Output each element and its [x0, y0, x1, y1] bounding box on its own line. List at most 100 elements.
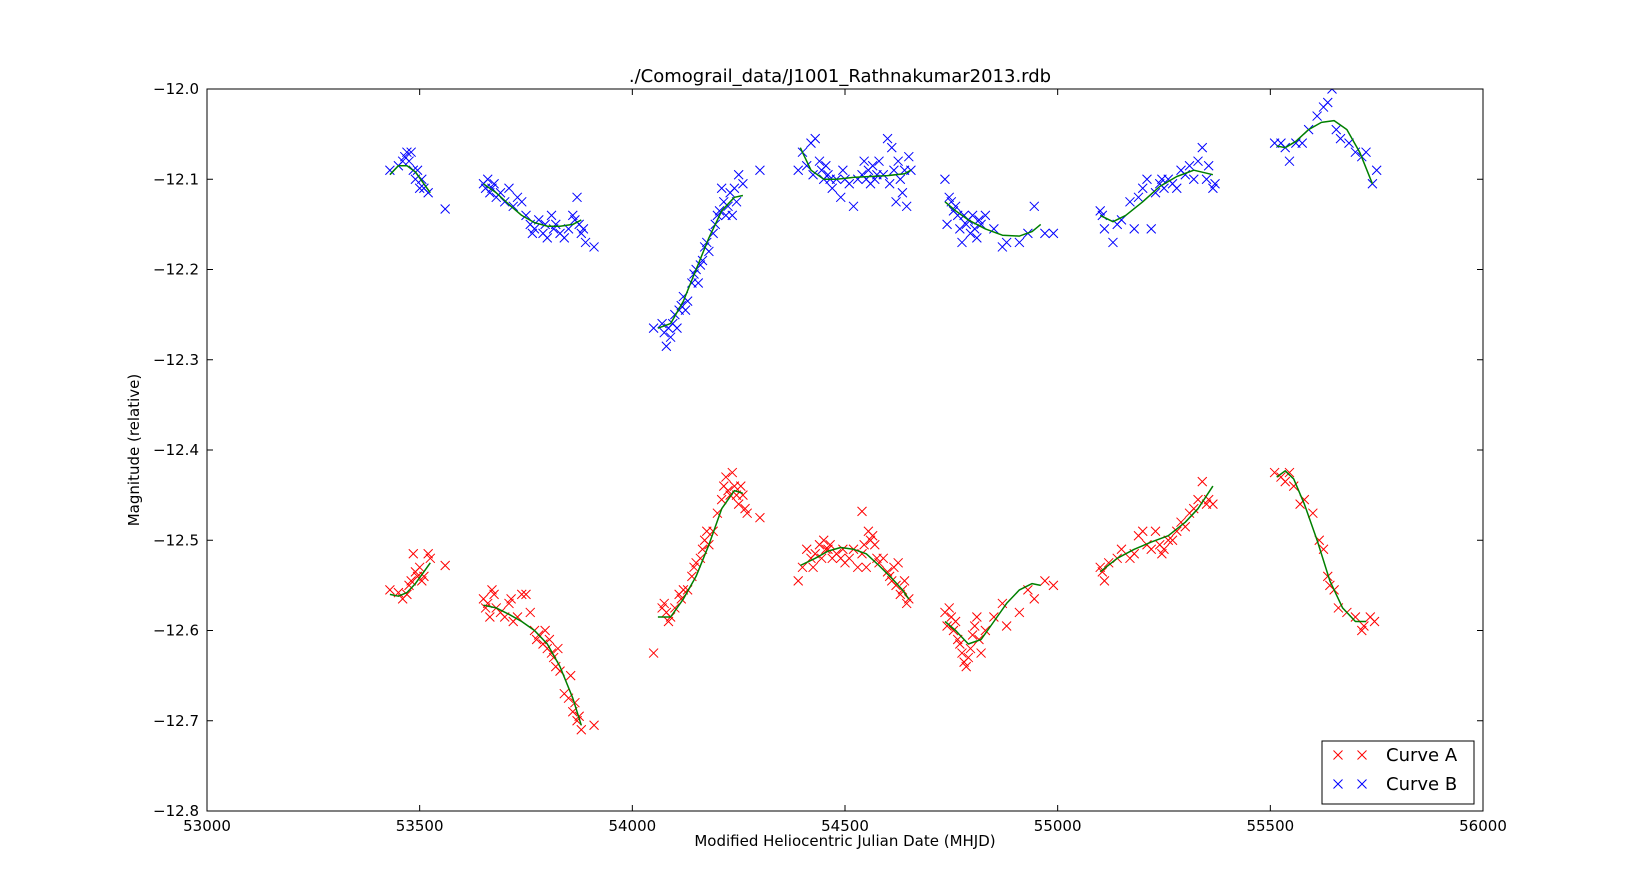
curve-b-point: [1125, 196, 1135, 207]
curve-b-point: [989, 224, 999, 234]
legend-label-curve-a: Curve A: [1386, 745, 1458, 766]
curve-b-point: [1116, 215, 1127, 225]
y-tick-label: −12.3: [153, 351, 199, 369]
curve-a-point: [648, 648, 659, 658]
ticks-layer: 53000 53500 54000 54500 55000 55500 56000 −12.0…: [153, 80, 1507, 835]
curve-b-point: [755, 165, 765, 176]
curve-b-point: [1171, 183, 1182, 194]
curve-a-point: [1048, 580, 1059, 591]
curve-b-point: [704, 246, 714, 257]
curve-b-point: [1335, 133, 1346, 144]
y-tick-label: −12.7: [153, 712, 199, 730]
curve-b-point: [665, 332, 676, 343]
curve-a-point: [742, 508, 753, 519]
curve-b-fit-line: [1099, 169, 1214, 223]
curve-a-point: [816, 553, 827, 564]
curve-b-series: [385, 89, 1382, 352]
curve-b-point: [414, 183, 425, 194]
curve-a-point: [838, 544, 848, 555]
curve-b-point: [729, 183, 740, 194]
curve-a-point: [944, 603, 955, 613]
curve-b-point: [542, 233, 553, 243]
curve-a-point: [516, 589, 527, 600]
curve-b-point: [1371, 165, 1382, 176]
curve-b-point: [440, 204, 451, 214]
curve-b-point: [1001, 237, 1012, 248]
curve-a-point: [963, 652, 974, 663]
curve-a-point: [954, 639, 965, 649]
curve-a-point: [957, 648, 967, 658]
curve-b-point: [1210, 178, 1220, 189]
curve-b-point: [1297, 138, 1308, 149]
curve-b-point: [504, 183, 514, 194]
x-tick-label: 53500: [396, 817, 444, 835]
curve-a-point: [727, 467, 738, 478]
curve-b-point: [402, 147, 412, 158]
curve-b-point: [942, 219, 952, 230]
curve-a-point: [1099, 576, 1110, 586]
curve-b-point: [546, 210, 557, 221]
curve-a-point: [576, 724, 587, 735]
curve-a-point: [425, 553, 436, 564]
curve-b-point: [733, 169, 744, 180]
curve-b-point: [661, 341, 672, 352]
curve-b-point: [901, 201, 912, 212]
curve-b-point: [848, 201, 859, 212]
curve-a-fit-line: [1276, 470, 1366, 623]
curve-a-point: [1146, 544, 1157, 555]
curve-b-point: [1029, 201, 1040, 212]
curve-a-point: [1040, 576, 1050, 586]
x-tick-label: 55500: [1246, 817, 1294, 835]
curve-b-point: [529, 224, 540, 234]
curve-b-point: [1201, 174, 1212, 185]
curve-b-point: [714, 205, 725, 216]
curve-b-point: [508, 201, 519, 212]
curve-a-point: [1369, 616, 1380, 627]
curve-b-point: [1312, 111, 1322, 121]
curve-b-point: [808, 169, 818, 180]
curve-a-point: [1193, 494, 1203, 505]
curve-a-point: [1167, 535, 1178, 546]
curve-b-point: [697, 255, 708, 266]
curve-b-point: [580, 237, 591, 248]
x-tick-label: 53000: [183, 817, 231, 835]
curve-b-point: [680, 305, 691, 315]
curve-a-point: [1150, 526, 1161, 537]
curve-b-point: [1108, 237, 1118, 248]
legend-marker-curve-a: [1333, 750, 1343, 760]
curve-b-point: [693, 278, 704, 288]
curve-a-point: [755, 512, 765, 523]
curve-a-point: [440, 560, 451, 571]
curve-b-point: [867, 160, 878, 171]
curve-a-point: [565, 670, 576, 681]
curve-a-point: [967, 630, 978, 640]
y-tick-label: −12.1: [153, 170, 199, 188]
curve-b-point: [906, 165, 916, 176]
curve-b-point: [540, 219, 550, 230]
curve-b-point: [886, 142, 897, 153]
curve-a-fit-line: [389, 562, 431, 597]
curve-b-point: [1203, 160, 1214, 171]
curve-b-point: [895, 174, 906, 185]
curve-b-point: [559, 233, 570, 243]
curve-b-point: [1137, 183, 1148, 194]
curve-a-point: [1208, 499, 1218, 510]
curve-a-point: [1188, 503, 1199, 514]
curve-a-point: [659, 598, 670, 609]
curve-b-point: [827, 183, 838, 194]
curve-b-point: [521, 210, 531, 221]
curve-b-point: [950, 201, 961, 212]
curve-b-point: [1048, 228, 1059, 239]
curve-b-fit-line: [389, 164, 431, 194]
curve-b-point: [406, 147, 417, 158]
curve-b-point: [884, 178, 895, 189]
curve-b-point: [882, 133, 893, 144]
curve-a-point: [844, 553, 855, 564]
curve-b-point: [1327, 89, 1337, 94]
curve-a-point: [385, 585, 395, 595]
curve-b-point: [897, 187, 908, 198]
curve-a-point: [1359, 621, 1369, 631]
curve-a-point: [525, 607, 536, 618]
curve-b-point: [957, 237, 967, 248]
